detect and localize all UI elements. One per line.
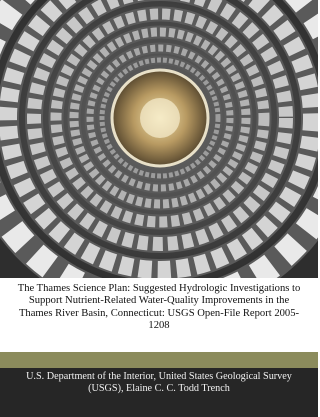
color-band [0,352,318,368]
cover-author: U.S. Department of the Interior, United … [12,371,306,395]
dome-photo [0,0,318,278]
cover-title: The Thames Science Plan: Suggested Hydro… [14,283,304,333]
book-cover: The Thames Science Plan: Suggested Hydro… [0,0,318,417]
